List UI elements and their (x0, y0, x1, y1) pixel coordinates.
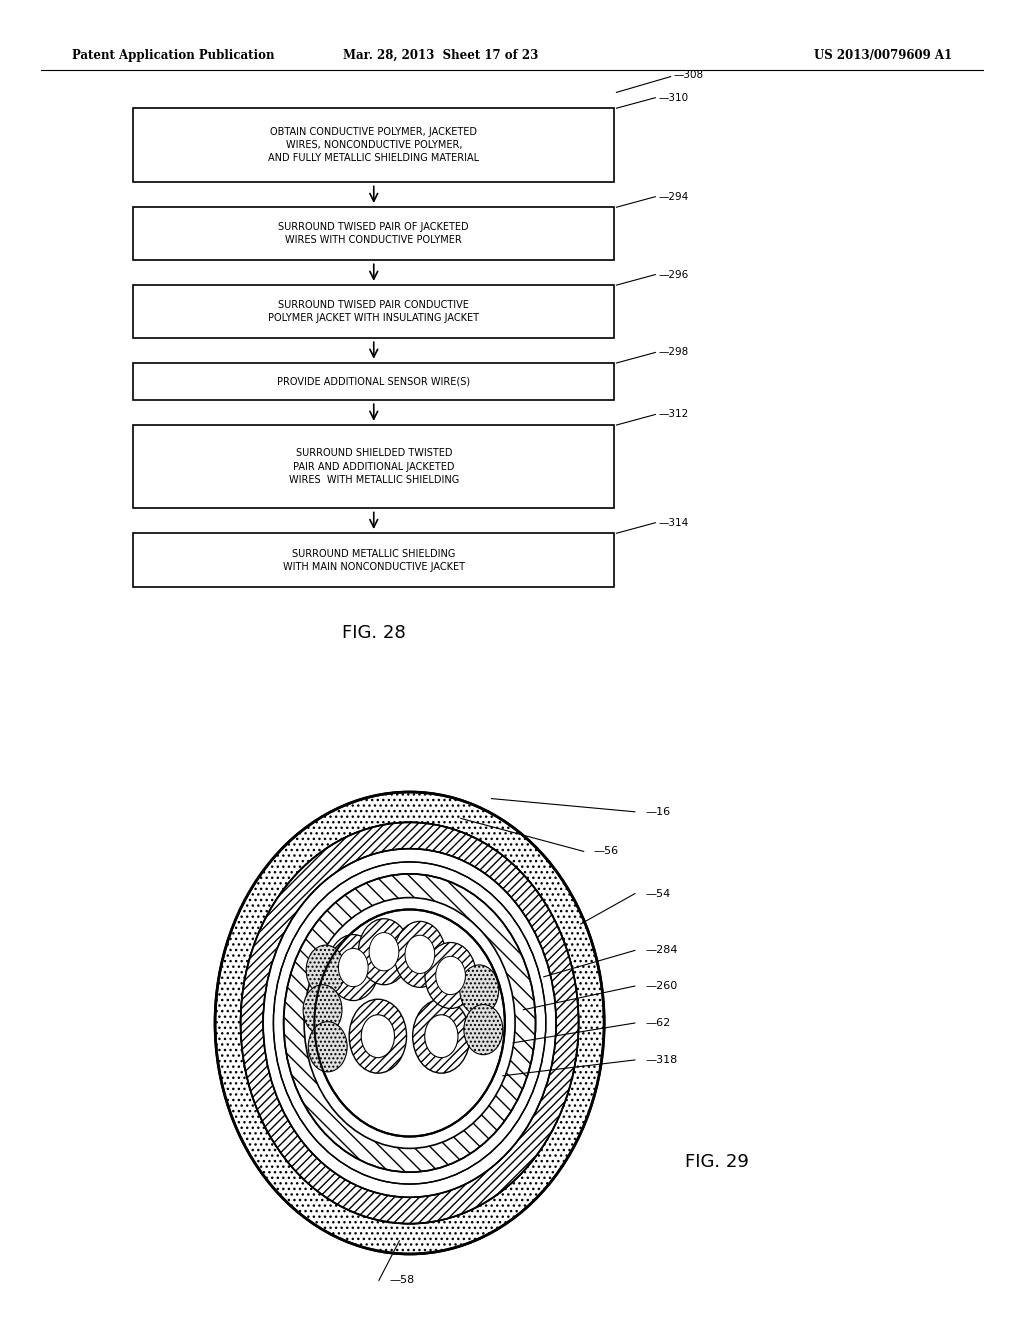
Ellipse shape (413, 999, 470, 1073)
Ellipse shape (358, 919, 410, 985)
Ellipse shape (303, 985, 342, 1035)
Bar (133, 533, 614, 587)
Ellipse shape (284, 874, 536, 1172)
Ellipse shape (308, 1022, 347, 1072)
Text: SURROUND METALLIC SHIELDING
WITH MAIN NONCONDUCTIVE JACKET: SURROUND METALLIC SHIELDING WITH MAIN NO… (283, 549, 465, 572)
Ellipse shape (328, 935, 379, 1001)
Text: —58: —58 (389, 1275, 415, 1286)
Text: —308: —308 (674, 70, 703, 81)
Text: SURROUND TWISED PAIR OF JACKETED
WIRES WITH CONDUCTIVE POLYMER: SURROUND TWISED PAIR OF JACKETED WIRES W… (279, 222, 469, 246)
Bar (133, 108, 614, 182)
Text: SURROUND TWISED PAIR CONDUCTIVE
POLYMER JACKET WITH INSULATING JACKET: SURROUND TWISED PAIR CONDUCTIVE POLYMER … (268, 300, 479, 323)
Text: —260: —260 (645, 981, 677, 991)
Text: US 2013/0079609 A1: US 2013/0079609 A1 (814, 49, 952, 62)
Bar (133, 363, 614, 400)
Text: —294: —294 (658, 191, 689, 202)
Ellipse shape (464, 1005, 503, 1055)
Text: FIG. 29: FIG. 29 (685, 1152, 749, 1171)
Ellipse shape (404, 935, 435, 973)
Ellipse shape (241, 822, 579, 1224)
Ellipse shape (369, 932, 399, 972)
Ellipse shape (349, 999, 407, 1073)
Ellipse shape (241, 822, 579, 1224)
Text: —54: —54 (645, 888, 671, 899)
Text: —310: —310 (658, 92, 688, 103)
Ellipse shape (460, 965, 499, 1015)
Bar (133, 207, 614, 260)
Ellipse shape (425, 1015, 458, 1057)
Ellipse shape (263, 849, 556, 1197)
Ellipse shape (314, 909, 505, 1137)
Text: —298: —298 (658, 347, 689, 358)
Bar (133, 285, 614, 338)
Text: Patent Application Publication: Patent Application Publication (72, 49, 274, 62)
Ellipse shape (425, 942, 476, 1008)
Text: —16: —16 (645, 807, 671, 817)
Text: —56: —56 (594, 846, 620, 857)
Ellipse shape (215, 792, 604, 1254)
Ellipse shape (436, 956, 465, 995)
Ellipse shape (338, 948, 369, 987)
Text: —62: —62 (645, 1018, 671, 1028)
Text: —314: —314 (658, 517, 689, 528)
Ellipse shape (263, 849, 556, 1197)
Text: Mar. 28, 2013  Sheet 17 of 23: Mar. 28, 2013 Sheet 17 of 23 (343, 49, 538, 62)
Text: —318: —318 (645, 1055, 677, 1065)
Bar (133, 425, 614, 508)
Ellipse shape (273, 862, 546, 1184)
Ellipse shape (361, 1015, 394, 1057)
Ellipse shape (306, 945, 345, 995)
Text: SURROUND SHIELDED TWISTED
PAIR AND ADDITIONAL JACKETED
WIRES  WITH METALLIC SHIE: SURROUND SHIELDED TWISTED PAIR AND ADDIT… (289, 449, 459, 484)
Text: —284: —284 (645, 945, 678, 956)
Text: OBTAIN CONDUCTIVE POLYMER, JACKETED
WIRES, NONCONDUCTIVE POLYMER,
AND FULLY META: OBTAIN CONDUCTIVE POLYMER, JACKETED WIRE… (268, 127, 479, 164)
Text: FIG. 28: FIG. 28 (342, 624, 406, 643)
Text: —312: —312 (658, 409, 689, 420)
Text: —296: —296 (658, 269, 689, 280)
Text: PROVIDE ADDITIONAL SENSOR WIRE(S): PROVIDE ADDITIONAL SENSOR WIRE(S) (278, 376, 470, 387)
Ellipse shape (394, 921, 445, 987)
Ellipse shape (304, 898, 515, 1148)
